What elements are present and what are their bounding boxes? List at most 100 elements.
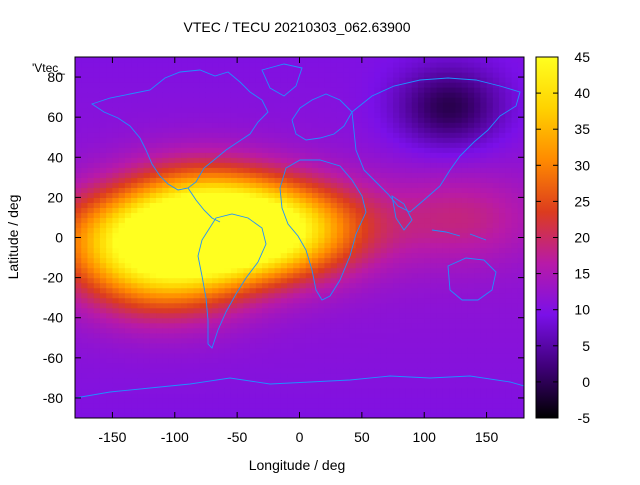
- heatmap-cell: [393, 267, 400, 274]
- heatmap-cell: [268, 107, 276, 113]
- heatmap-cell: [505, 387, 513, 394]
- heatmap-cell: [106, 357, 114, 364]
- heatmap-cell: [274, 332, 282, 339]
- heatmap-cell: [386, 87, 394, 93]
- heatmap-cell: [386, 377, 394, 384]
- heatmap-cell: [187, 187, 195, 193]
- heatmap-cell: [324, 222, 332, 229]
- heatmap-cell: [112, 152, 120, 158]
- heatmap-cell: [386, 412, 394, 418]
- heatmap-cell: [87, 312, 95, 319]
- heatmap-cell: [299, 352, 307, 359]
- heatmap-cell: [411, 322, 419, 329]
- heatmap-cell: [237, 62, 244, 68]
- heatmap-cell: [124, 382, 132, 389]
- heatmap-cell: [287, 207, 294, 214]
- heatmap-cell: [205, 107, 213, 113]
- heatmap-cell: [405, 237, 413, 244]
- heatmap-cell: [305, 277, 313, 284]
- heatmap-cell: [417, 192, 425, 198]
- heatmap-cell: [486, 177, 494, 183]
- heatmap-cell: [174, 192, 182, 198]
- heatmap-cell: [218, 62, 226, 68]
- heatmap-cell: [237, 112, 244, 118]
- heatmap-cell: [499, 317, 506, 324]
- heatmap-cell: [343, 182, 350, 188]
- heatmap-cell: [374, 157, 382, 163]
- heatmap-cell: [305, 407, 313, 414]
- heatmap-cell: [149, 397, 157, 404]
- heatmap-cell: [174, 172, 182, 178]
- heatmap-cell: [424, 407, 432, 414]
- heatmap-cell: [399, 227, 407, 234]
- heatmap-cell: [380, 132, 388, 138]
- heatmap-cell: [162, 232, 170, 239]
- heatmap-cell: [368, 242, 375, 249]
- heatmap-cell: [249, 192, 257, 198]
- heatmap-cell: [455, 392, 463, 399]
- heatmap-cell: [268, 312, 276, 319]
- heatmap-cell: [174, 402, 182, 409]
- heatmap-cell: [287, 277, 294, 284]
- heatmap-cell: [237, 322, 244, 329]
- heatmap-cell: [149, 102, 157, 108]
- heatmap-cell: [386, 287, 394, 294]
- heatmap-cell: [255, 112, 263, 118]
- heatmap-cell: [212, 142, 220, 148]
- heatmap-cell: [174, 392, 182, 399]
- heatmap-cell: [305, 347, 313, 354]
- heatmap-cell: [393, 297, 400, 304]
- heatmap-cell: [268, 292, 276, 299]
- heatmap-cell: [262, 407, 269, 414]
- heatmap-cell: [355, 167, 363, 173]
- heatmap-cell: [436, 217, 444, 224]
- heatmap-cell: [87, 287, 95, 294]
- heatmap-cell: [224, 332, 232, 339]
- heatmap-cell: [318, 402, 326, 409]
- heatmap-cell: [124, 412, 132, 418]
- heatmap-cell: [187, 282, 195, 289]
- heatmap-cell: [430, 162, 438, 168]
- heatmap-cell: [336, 297, 344, 304]
- heatmap-cell: [405, 232, 413, 239]
- heatmap-cell: [87, 292, 95, 299]
- heatmap-cell: [393, 232, 400, 239]
- heatmap-cell: [131, 267, 138, 274]
- heatmap-cell: [343, 332, 350, 339]
- heatmap-cell: [374, 197, 382, 203]
- heatmap-cell: [112, 117, 120, 123]
- heatmap-cell: [106, 232, 114, 239]
- heatmap-cell: [374, 237, 382, 244]
- heatmap-cell: [436, 382, 444, 389]
- heatmap-cell: [343, 227, 350, 234]
- heatmap-cell: [467, 392, 475, 399]
- heatmap-cell: [449, 407, 457, 414]
- heatmap-cell: [436, 132, 444, 138]
- heatmap-cell: [336, 367, 344, 374]
- heatmap-cell: [193, 407, 201, 414]
- heatmap-cell: [399, 77, 407, 83]
- heatmap-cell: [299, 402, 307, 409]
- heatmap-cell: [505, 327, 513, 334]
- heatmap-cell: [181, 357, 188, 364]
- heatmap-cell: [181, 352, 188, 359]
- heatmap-cell: [318, 322, 326, 329]
- heatmap-cell: [449, 207, 457, 214]
- heatmap-cell: [255, 327, 263, 334]
- heatmap-cell: [480, 367, 488, 374]
- heatmap-cell: [399, 92, 407, 98]
- heatmap-cell: [268, 307, 276, 314]
- heatmap-cell: [243, 247, 251, 254]
- heatmap-cell: [374, 82, 382, 88]
- heatmap-cell: [455, 382, 463, 389]
- heatmap-cell: [436, 107, 444, 113]
- heatmap-cell: [243, 262, 251, 269]
- heatmap-cell: [249, 257, 257, 264]
- heatmap-cell: [99, 237, 107, 244]
- heatmap-cell: [299, 202, 307, 209]
- heatmap-cell: [255, 122, 263, 128]
- heatmap-cell: [380, 322, 388, 329]
- heatmap-cell: [287, 197, 294, 203]
- heatmap-cell: [349, 57, 357, 63]
- heatmap-cell: [405, 242, 413, 249]
